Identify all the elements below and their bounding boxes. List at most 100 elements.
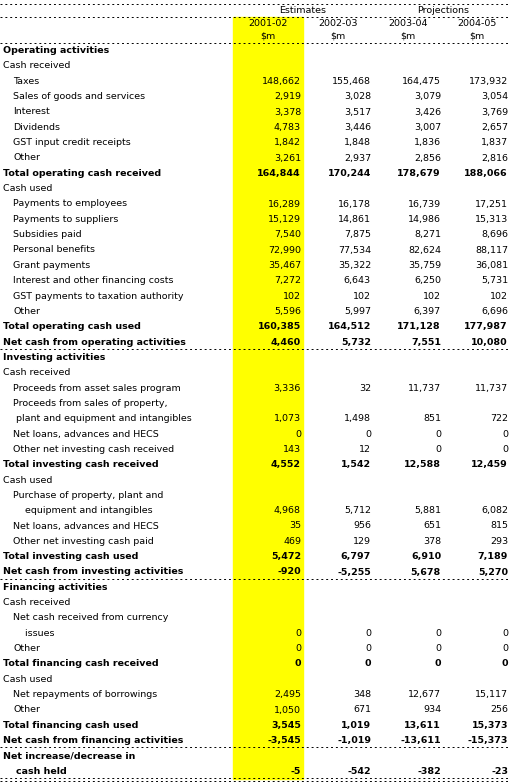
Text: 1,848: 1,848: [344, 138, 370, 147]
Text: Purchase of property, plant and: Purchase of property, plant and: [13, 491, 163, 500]
Text: 7,189: 7,189: [477, 552, 507, 561]
Text: 8,271: 8,271: [413, 230, 440, 239]
Text: Personal benefits: Personal benefits: [13, 246, 95, 254]
Text: 16,178: 16,178: [337, 200, 370, 208]
Text: 5,732: 5,732: [341, 337, 370, 347]
Text: Proceeds from asset sales program: Proceeds from asset sales program: [13, 384, 180, 392]
Text: 0: 0: [364, 430, 370, 438]
Text: Cash used: Cash used: [3, 475, 52, 485]
Text: Taxes: Taxes: [13, 77, 39, 86]
Text: 5,712: 5,712: [344, 506, 370, 515]
Text: -5: -5: [290, 767, 300, 776]
Text: 6,696: 6,696: [480, 307, 507, 316]
Text: 72,990: 72,990: [267, 246, 300, 254]
Text: 82,624: 82,624: [407, 246, 440, 254]
Text: Other: Other: [13, 153, 40, 163]
Text: -920: -920: [277, 568, 300, 576]
Text: -542: -542: [347, 767, 370, 776]
Text: Interest and other financing costs: Interest and other financing costs: [13, 276, 173, 285]
Text: Estimates: Estimates: [279, 6, 326, 15]
Text: 1,842: 1,842: [273, 138, 300, 147]
Text: 6,910: 6,910: [410, 552, 440, 561]
Text: 956: 956: [352, 521, 370, 531]
Bar: [233, 43, 302, 779]
Text: GST input credit receipts: GST input credit receipts: [13, 138, 130, 147]
Text: -13,611: -13,611: [400, 736, 440, 745]
Text: 102: 102: [422, 291, 440, 301]
Text: -3,545: -3,545: [267, 736, 300, 745]
Text: 2,937: 2,937: [343, 153, 370, 163]
Text: 102: 102: [489, 291, 507, 301]
Text: 0: 0: [501, 445, 507, 454]
Text: 3,054: 3,054: [480, 92, 507, 101]
Text: 88,117: 88,117: [474, 246, 507, 254]
Text: 164,844: 164,844: [257, 169, 300, 178]
Text: Financing activities: Financing activities: [3, 583, 107, 592]
Text: Total investing cash used: Total investing cash used: [3, 552, 138, 561]
Text: 6,797: 6,797: [340, 552, 370, 561]
Text: 14,861: 14,861: [337, 215, 370, 224]
Text: Net repayments of borrowings: Net repayments of borrowings: [13, 690, 157, 699]
Text: 178,679: 178,679: [397, 169, 440, 178]
Text: Cash used: Cash used: [3, 675, 52, 684]
Text: 7,551: 7,551: [410, 337, 440, 347]
Text: Grant payments: Grant payments: [13, 261, 90, 270]
Text: 3,079: 3,079: [413, 92, 440, 101]
Text: 3,517: 3,517: [343, 107, 370, 117]
Text: Total investing cash received: Total investing cash received: [3, 460, 158, 469]
Text: 15,313: 15,313: [474, 215, 507, 224]
Text: -1,019: -1,019: [336, 736, 370, 745]
Text: 7,272: 7,272: [273, 276, 300, 285]
Text: 5,472: 5,472: [270, 552, 300, 561]
Text: 0: 0: [294, 629, 300, 638]
Text: 722: 722: [489, 414, 507, 423]
Text: 148,662: 148,662: [262, 77, 300, 86]
Text: Projections: Projections: [416, 6, 468, 15]
Text: 0: 0: [434, 629, 440, 638]
Text: Other: Other: [13, 307, 40, 316]
Text: Cash received: Cash received: [3, 368, 70, 377]
Text: 2002-03: 2002-03: [318, 19, 357, 28]
Text: 2,657: 2,657: [480, 123, 507, 132]
Text: 12: 12: [358, 445, 370, 454]
Text: 164,475: 164,475: [401, 77, 440, 86]
Text: 5,731: 5,731: [480, 276, 507, 285]
Text: 4,783: 4,783: [273, 123, 300, 132]
Text: Cash received: Cash received: [3, 62, 70, 70]
Text: Net loans, advances and HECS: Net loans, advances and HECS: [13, 521, 158, 531]
Text: 1,073: 1,073: [273, 414, 300, 423]
Text: 0: 0: [294, 644, 300, 653]
Text: 1,019: 1,019: [340, 721, 370, 730]
Text: 2,816: 2,816: [480, 153, 507, 163]
Text: 15,129: 15,129: [267, 215, 300, 224]
Text: 7,540: 7,540: [273, 230, 300, 239]
Text: $m: $m: [260, 32, 275, 41]
Text: 7,875: 7,875: [344, 230, 370, 239]
Text: Total operating cash used: Total operating cash used: [3, 322, 140, 331]
Text: 0: 0: [434, 659, 440, 669]
Text: Operating activities: Operating activities: [3, 46, 109, 55]
Text: 1,542: 1,542: [340, 460, 370, 469]
Text: Other: Other: [13, 644, 40, 653]
Text: 0: 0: [364, 629, 370, 638]
Text: 0: 0: [434, 445, 440, 454]
Text: Total operating cash received: Total operating cash received: [3, 169, 161, 178]
Text: Total financing cash received: Total financing cash received: [3, 659, 158, 669]
Text: Interest: Interest: [13, 107, 50, 117]
Text: 3,336: 3,336: [273, 384, 300, 392]
Text: Other: Other: [13, 705, 40, 715]
Text: 1,498: 1,498: [344, 414, 370, 423]
Text: 5,270: 5,270: [477, 568, 507, 576]
Text: 1,837: 1,837: [480, 138, 507, 147]
Text: 5,678: 5,678: [410, 568, 440, 576]
Text: 2001-02: 2001-02: [248, 19, 287, 28]
Text: Net cash from financing activities: Net cash from financing activities: [3, 736, 183, 745]
Text: 0: 0: [434, 430, 440, 438]
Text: GST payments to taxation authority: GST payments to taxation authority: [13, 291, 183, 301]
Text: Proceeds from sales of property,: Proceeds from sales of property,: [13, 399, 167, 408]
Text: 256: 256: [489, 705, 507, 715]
Text: 12,588: 12,588: [403, 460, 440, 469]
Text: Dividends: Dividends: [13, 123, 60, 132]
Text: 651: 651: [422, 521, 440, 531]
Text: 164,512: 164,512: [327, 322, 370, 331]
